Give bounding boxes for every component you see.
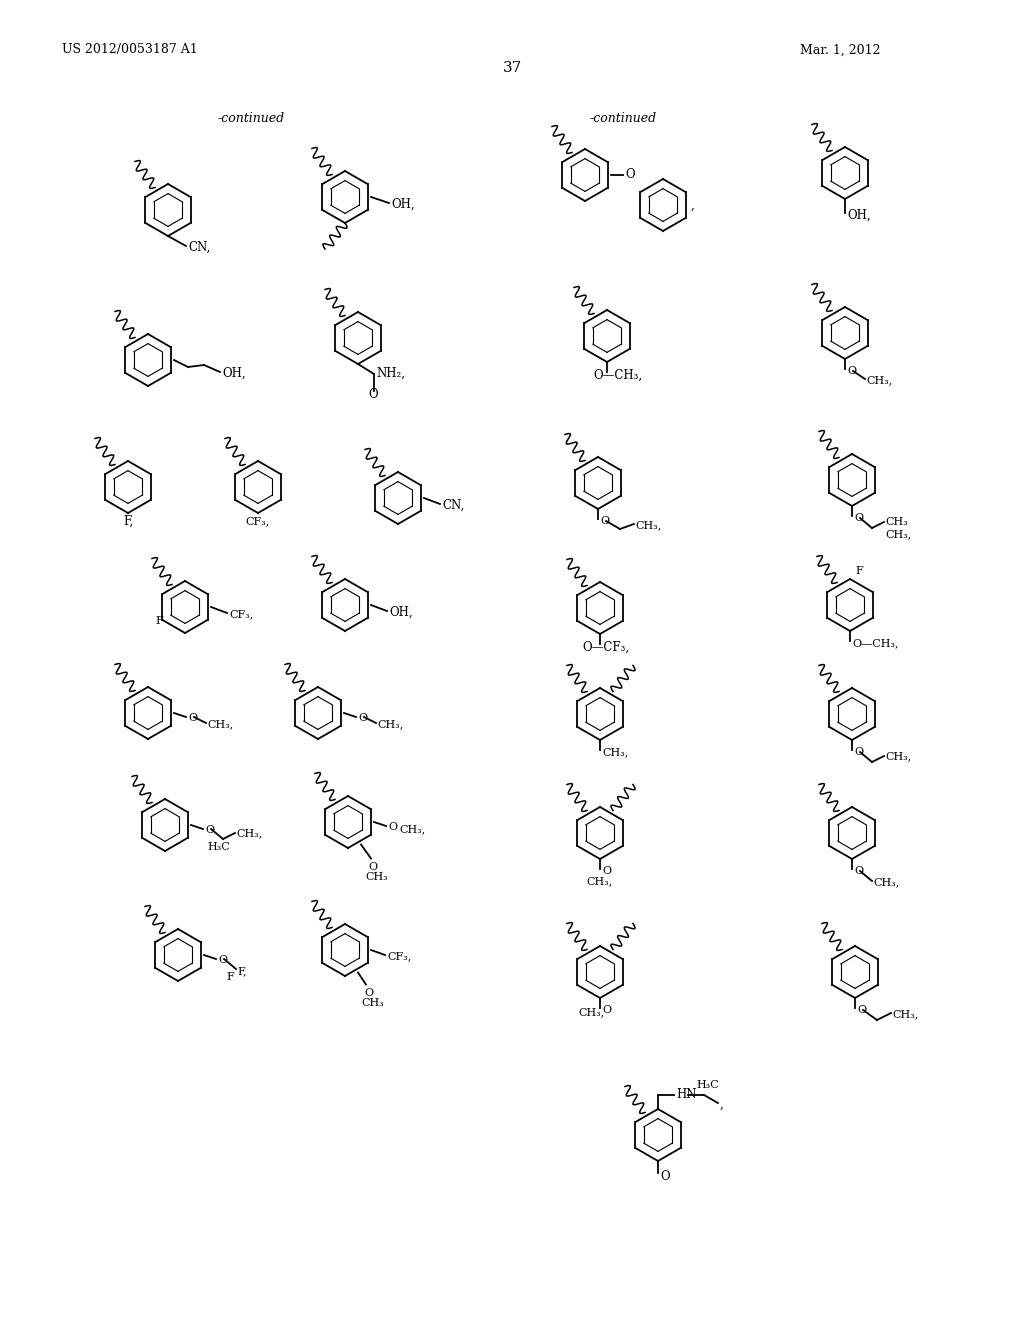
Text: O: O [857,1005,866,1015]
Text: F,: F, [237,966,247,975]
Text: OH,: OH, [391,198,415,210]
Text: CH₃,: CH₃, [602,747,629,756]
Text: O—CH₃,: O—CH₃, [593,368,642,381]
Text: O: O [660,1170,670,1183]
Text: CH₃,: CH₃, [635,520,662,531]
Text: O: O [388,822,397,832]
Text: O: O [600,516,609,525]
Text: F: F [155,616,163,626]
Text: F: F [855,566,863,576]
Text: US 2012/0053187 A1: US 2012/0053187 A1 [62,44,198,57]
Text: O: O [854,866,863,876]
Text: CH₃,: CH₃, [873,876,899,887]
Text: OH,: OH, [847,209,870,222]
Text: O: O [188,713,198,723]
Text: NH₂,: NH₂, [376,367,406,380]
Text: CH₃,: CH₃, [892,1008,919,1019]
Text: OH,: OH, [389,606,413,619]
Text: O: O [218,954,227,965]
Text: O: O [625,168,635,181]
Text: HN: HN [676,1089,696,1101]
Text: CH₃,: CH₃, [586,876,612,886]
Text: Mar. 1, 2012: Mar. 1, 2012 [800,44,881,57]
Text: H₃C: H₃C [207,842,229,851]
Text: CH₃,: CH₃, [578,1007,604,1016]
Text: O: O [368,388,378,400]
Text: O: O [854,747,863,756]
Text: O: O [364,987,373,998]
Text: CF₃,: CF₃, [246,516,270,525]
Text: CH₃: CH₃ [885,517,907,527]
Text: CF₃,: CF₃, [229,609,253,619]
Text: CN,: CN, [442,499,464,511]
Text: F: F [226,972,233,982]
Text: CH₃,: CH₃, [885,751,911,762]
Text: CH₃,: CH₃, [866,375,892,385]
Text: -continued: -continued [218,111,285,124]
Text: O—CF₃,: O—CF₃, [582,640,629,653]
Text: CH₃,: CH₃, [885,529,911,539]
Text: CN,: CN, [188,240,210,253]
Text: O: O [854,513,863,523]
Text: O: O [205,825,214,836]
Text: CH₃: CH₃ [365,871,388,882]
Text: CH₃,: CH₃, [236,828,262,838]
Text: O: O [602,866,611,876]
Text: 37: 37 [503,61,521,75]
Text: CH₃,: CH₃, [399,824,425,834]
Text: CH₃: CH₃ [361,998,384,1007]
Text: ,: , [720,1097,724,1110]
Text: CH₃,: CH₃, [377,719,403,729]
Text: O—CH₃,: O—CH₃, [852,638,898,648]
Text: O: O [847,366,856,376]
Text: ,: , [691,198,694,211]
Text: O: O [358,713,368,723]
Text: H₃C: H₃C [696,1080,719,1090]
Text: O: O [602,1005,611,1015]
Text: F,: F, [123,515,133,528]
Text: CH₃,: CH₃, [207,719,233,729]
Text: -continued: -continued [590,111,657,124]
Text: CF₃,: CF₃, [387,950,412,961]
Text: O: O [368,862,377,871]
Text: OH,: OH, [222,367,246,380]
